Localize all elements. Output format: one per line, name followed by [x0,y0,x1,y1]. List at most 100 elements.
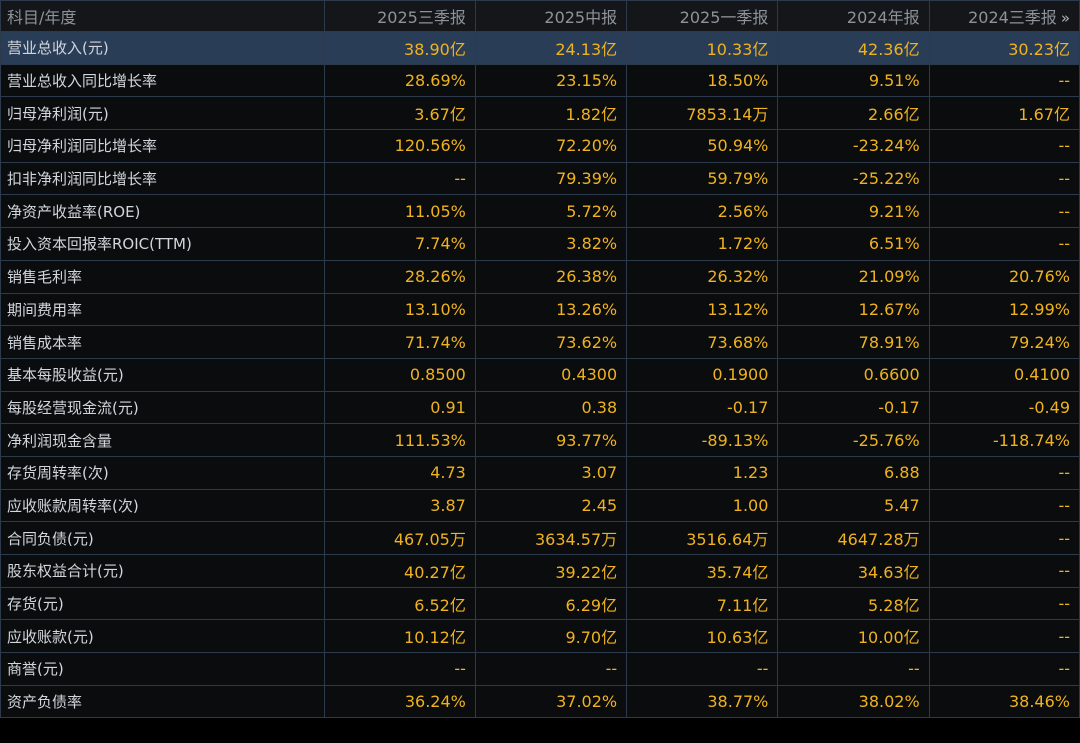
row-value: 10.12亿 [323,619,476,654]
row-value: 1.82亿 [474,96,628,131]
table-row[interactable]: 应收账款周转率(次) 3.87 2.45 1.00 5.47 -- [0,488,1080,523]
row-value: 11.05% [323,194,476,229]
row-value: 3.67亿 [323,96,476,131]
row-value: -- [323,161,476,196]
row-value: 1.72% [626,227,779,261]
table-row[interactable]: 期间费用率 13.10% 13.26% 13.12% 12.67% 12.99% [0,292,1080,327]
row-value: 0.6600 [777,357,930,392]
row-value: -- [928,488,1080,523]
row-value: 36.24% [323,684,476,719]
row-label: 股东权益合计(元) [0,554,325,588]
header-period-2024q3[interactable]: 2024三季报» [928,0,1080,32]
row-label: 基本每股收益(元) [0,357,325,392]
row-label: 投入资本回报率ROIC(TTM) [0,227,325,261]
row-value: 13.12% [626,292,779,327]
table-row[interactable]: 净利润现金含量 111.53% 93.77% -89.13% -25.76% -118.7… [0,423,1080,457]
row-value: 1.23 [626,455,779,490]
header-period-2025q1[interactable]: 2025一季报 [626,0,779,32]
table-row[interactable]: 营业总收入同比增长率 28.69% 23.15% 18.50% 9.51% -- [0,63,1080,98]
table-row[interactable]: 营业总收入(元) 38.90亿 24.13亿 10.33亿 42.36亿 30.23亿 [0,31,1080,65]
header-label-column: 科目/年度 [0,0,325,32]
table-row[interactable]: 扣非净利润同比增长率 -- 79.39% 59.79% -25.22% -- [0,161,1080,196]
row-value: 0.38 [474,390,628,425]
table-row[interactable]: 投入资本回报率ROIC(TTM) 7.74% 3.82% 1.72% 6.51% -- [0,227,1080,261]
table-row[interactable]: 合同负债(元) 467.05万 3634.57万 3516.64万 4647.28万 -- [0,521,1080,555]
row-value: 6.88 [777,455,930,490]
row-value: 79.24% [928,325,1080,359]
header-period-2024fy[interactable]: 2024年报 [777,0,930,32]
row-value: 9.70亿 [474,619,628,654]
row-value: 13.10% [323,292,476,327]
row-value: 5.47 [777,488,930,523]
table-row[interactable]: 销售成本率 71.74% 73.62% 73.68% 78.91% 79.24% [0,325,1080,359]
row-value: -- [928,586,1080,621]
row-value: 9.51% [777,63,930,98]
row-value: 6.29亿 [474,586,628,621]
row-value: -- [928,194,1080,229]
table-row[interactable]: 净资产收益率(ROE) 11.05% 5.72% 2.56% 9.21% -- [0,194,1080,229]
row-value: -- [928,129,1080,163]
row-value: 1.00 [626,488,779,523]
row-value: 7.74% [323,227,476,261]
row-value: 12.67% [777,292,930,327]
row-label: 合同负债(元) [0,521,325,555]
row-value: 7.11亿 [626,586,779,621]
table-row[interactable]: 归母净利润(元) 3.67亿 1.82亿 7853.14万 2.66亿 1.67亿 [0,96,1080,131]
row-value: 6.52亿 [323,586,476,621]
row-value: 38.02% [777,684,930,719]
row-value: 0.91 [323,390,476,425]
row-label: 存货(元) [0,586,325,621]
row-value: 28.26% [323,259,476,294]
header-period-2025h1[interactable]: 2025中报 [474,0,628,32]
row-value: -0.17 [626,390,779,425]
row-value: -- [928,227,1080,261]
row-label: 归母净利润(元) [0,96,325,131]
row-value: 42.36亿 [777,31,930,65]
row-value: 37.02% [474,684,628,719]
table-row[interactable]: 归母净利润同比增长率 120.56% 72.20% 50.94% -23.24% -- [0,129,1080,163]
row-label: 应收账款(元) [0,619,325,654]
row-label: 营业总收入同比增长率 [0,63,325,98]
row-value: -- [928,554,1080,588]
double-chevron-right-icon[interactable]: » [1060,9,1070,27]
header-period-2025q3[interactable]: 2025三季报 [323,0,476,32]
row-value: -- [323,652,476,686]
table-row[interactable]: 股东权益合计(元) 40.27亿 39.22亿 35.74亿 34.63亿 -- [0,554,1080,588]
row-value: 93.77% [474,423,628,457]
row-label: 净资产收益率(ROE) [0,194,325,229]
table-row[interactable]: 应收账款(元) 10.12亿 9.70亿 10.63亿 10.00亿 -- [0,619,1080,654]
row-value: 40.27亿 [323,554,476,588]
row-value: 10.00亿 [777,619,930,654]
row-label: 应收账款周转率(次) [0,488,325,523]
row-value: 0.8500 [323,357,476,392]
table-row[interactable]: 存货(元) 6.52亿 6.29亿 7.11亿 5.28亿 -- [0,586,1080,621]
row-value: -25.76% [777,423,930,457]
row-value: 0.4100 [928,357,1080,392]
row-value: -- [928,161,1080,196]
row-value: 9.21% [777,194,930,229]
table-row[interactable]: 商誉(元) -- -- -- -- -- [0,652,1080,686]
row-value: 39.22亿 [474,554,628,588]
row-value: 24.13亿 [474,31,628,65]
row-value: 10.63亿 [626,619,779,654]
row-value: 467.05万 [323,521,476,555]
row-value: 18.50% [626,63,779,98]
table-row[interactable]: 销售毛利率 28.26% 26.38% 26.32% 21.09% 20.76% [0,259,1080,294]
row-value: 72.20% [474,129,628,163]
row-value: 5.28亿 [777,586,930,621]
table-row[interactable]: 基本每股收益(元) 0.8500 0.4300 0.1900 0.6600 0.4100 [0,357,1080,392]
row-label: 净利润现金含量 [0,423,325,457]
row-value: 21.09% [777,259,930,294]
row-value: 1.67亿 [928,96,1080,131]
table-row[interactable]: 存货周转率(次) 4.73 3.07 1.23 6.88 -- [0,455,1080,490]
row-value: 38.77% [626,684,779,719]
row-value: -25.22% [777,161,930,196]
row-label: 销售成本率 [0,325,325,359]
row-value: 50.94% [626,129,779,163]
row-value: 38.46% [928,684,1080,719]
table-row[interactable]: 资产负债率 36.24% 37.02% 38.77% 38.02% 38.46% [0,684,1080,719]
row-value: 73.68% [626,325,779,359]
table-row[interactable]: 每股经营现金流(元) 0.91 0.38 -0.17 -0.17 -0.49 [0,390,1080,425]
row-value: 38.90亿 [323,31,476,65]
row-value: 3634.57万 [474,521,628,555]
